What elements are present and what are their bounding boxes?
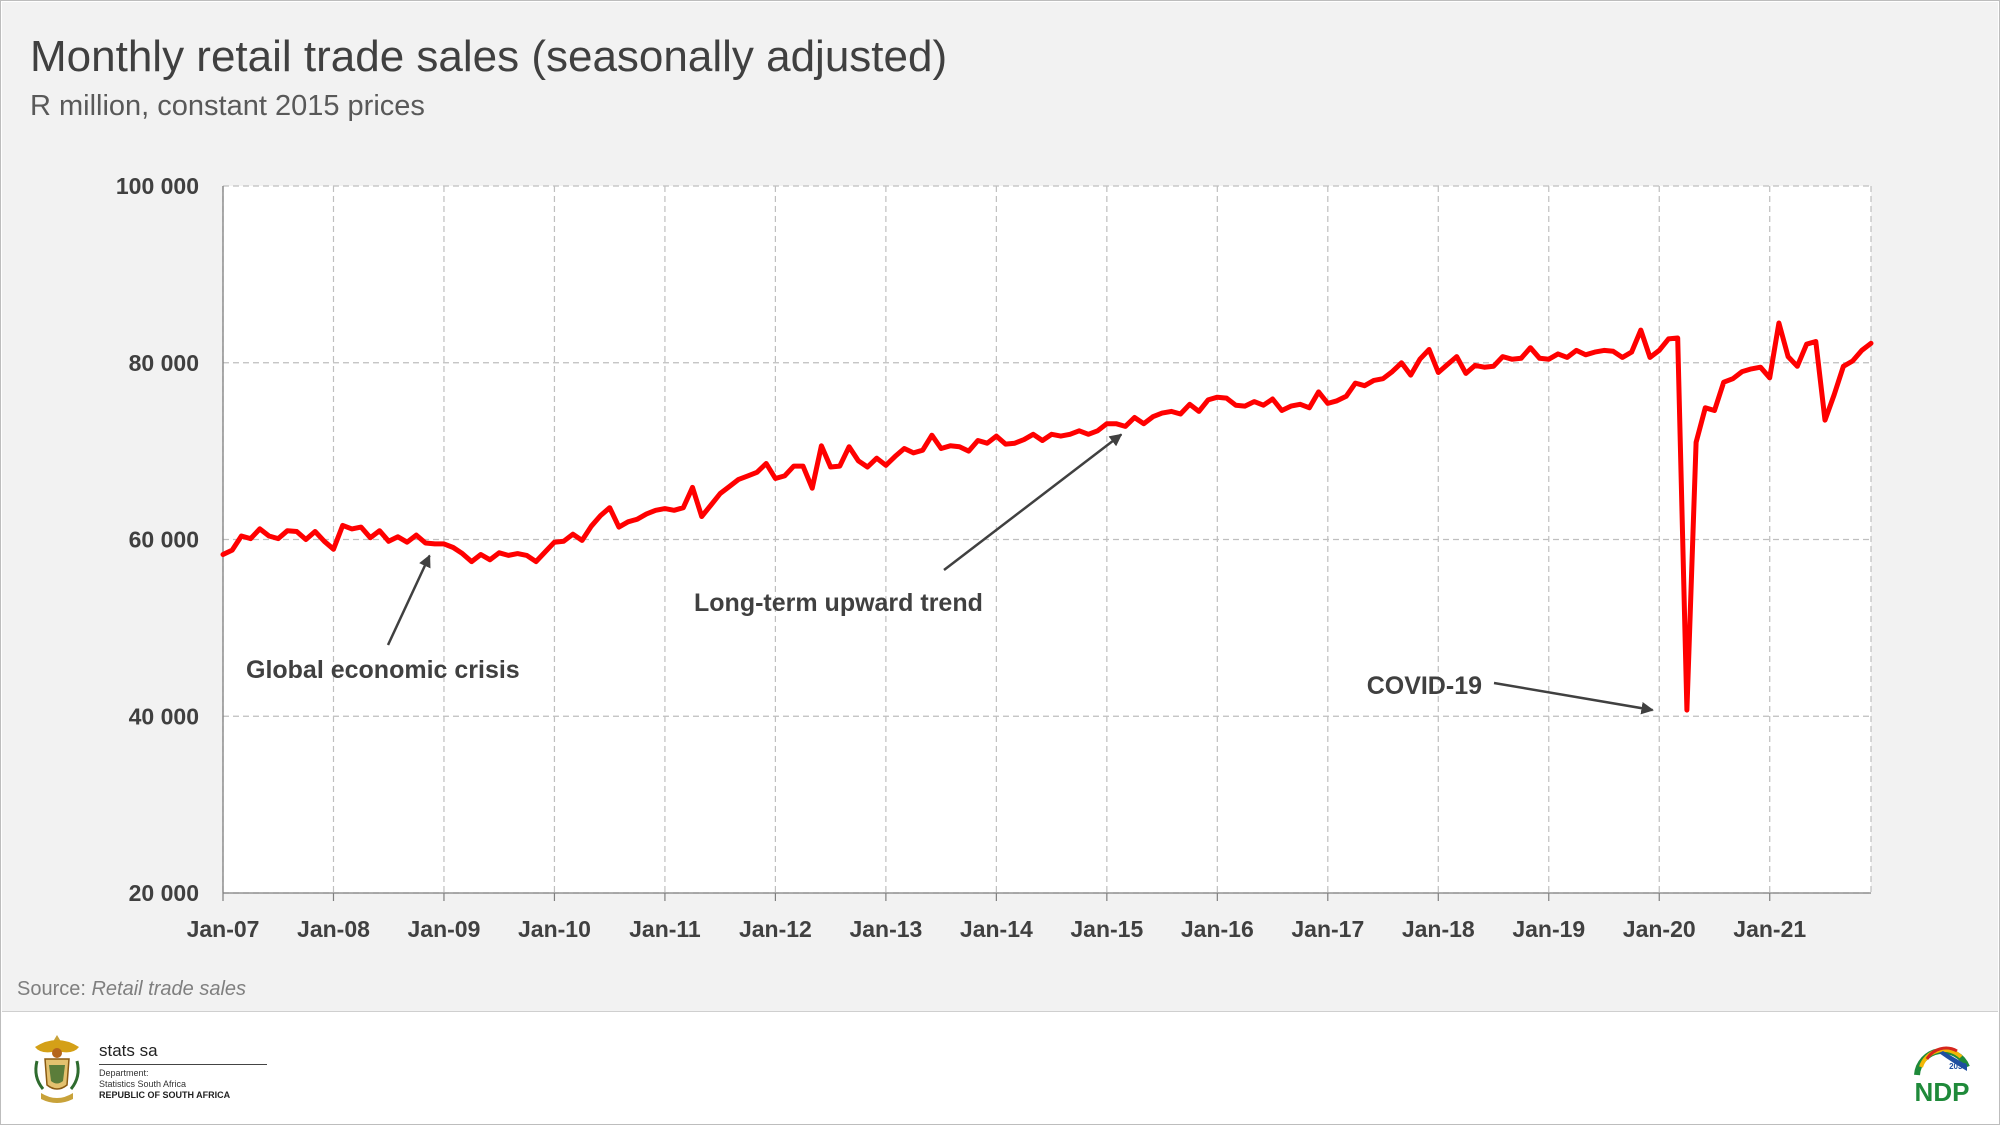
x-tick-label: Jan-20 bbox=[1623, 916, 1696, 942]
footer-divider bbox=[2, 1011, 1998, 1012]
x-tick-label: Jan-15 bbox=[1070, 916, 1143, 942]
annotation-arrow bbox=[1493, 681, 1654, 715]
department-line-1: Department: bbox=[99, 1068, 149, 1078]
x-tick-label: Jan-14 bbox=[960, 916, 1033, 942]
x-tick-label: Jan-09 bbox=[408, 916, 481, 942]
gridlines bbox=[222, 185, 1872, 901]
country-text: REPUBLIC OF SOUTH AFRICA bbox=[99, 1090, 231, 1100]
annotation-arrow bbox=[386, 554, 431, 646]
x-tick-label: Jan-08 bbox=[297, 916, 370, 942]
department-line-2: Statistics South Africa bbox=[99, 1079, 187, 1089]
y-tick-label: 80 000 bbox=[129, 350, 199, 376]
x-tick-label: Jan-19 bbox=[1512, 916, 1585, 942]
brand-rule bbox=[99, 1064, 267, 1065]
chart-subtitle: R million, constant 2015 prices bbox=[30, 90, 425, 122]
ndp-2030-logo[interactable]: 2030 NDP bbox=[1909, 1045, 1975, 1107]
stats-sa-logo[interactable]: stats sa Department: Statistics South Afr… bbox=[27, 1031, 267, 1111]
x-tick-label: Jan-07 bbox=[187, 916, 260, 942]
x-tick-label: Jan-12 bbox=[739, 916, 812, 942]
x-tick-label: Jan-17 bbox=[1291, 916, 1364, 942]
annotation-label: COVID-19 bbox=[1367, 672, 1482, 700]
annotation-arrow bbox=[943, 433, 1123, 571]
ndp-year: 2030 bbox=[1949, 1062, 1967, 1071]
coat-of-arms-icon bbox=[34, 1035, 80, 1103]
x-tick-label: Jan-21 bbox=[1733, 916, 1806, 942]
y-tick-label: 100 000 bbox=[116, 173, 199, 199]
annotations: Global economic crisis Long-term upward t… bbox=[246, 433, 1654, 715]
x-tick-label: Jan-18 bbox=[1402, 916, 1475, 942]
x-tick-label: Jan-11 bbox=[629, 916, 701, 942]
chart-title: Monthly retail trade sales (seasonally a… bbox=[30, 32, 948, 81]
retail-sales-line-chart: 20 000 40 000 60 000 80 000 100 000 Jan-07 Jan… bbox=[116, 173, 1874, 942]
department-text: Department: Statistics South Africa bbox=[99, 1068, 186, 1090]
annotation-label: Long-term upward trend bbox=[694, 589, 983, 617]
stats-sa-brand: stats sa bbox=[99, 1041, 158, 1060]
y-tick-label: 40 000 bbox=[129, 703, 199, 729]
ndp-text: NDP bbox=[1915, 1077, 1970, 1107]
x-tick-label: Jan-10 bbox=[518, 916, 591, 942]
annotation-label: Global economic crisis bbox=[246, 656, 520, 684]
chart-panel: Monthly retail trade sales (seasonally a… bbox=[2, 2, 1998, 1011]
series-layer bbox=[220, 320, 1874, 713]
source-prefix: Source: bbox=[17, 978, 92, 1000]
source-note: Source: Retail trade sales bbox=[17, 978, 246, 1001]
x-tick-label: Jan-16 bbox=[1181, 916, 1254, 942]
y-tick-label: 60 000 bbox=[129, 527, 199, 553]
source-name: Retail trade sales bbox=[91, 978, 247, 1000]
tick-labels: 20 000 40 000 60 000 80 000 100 000 Jan-07 Jan… bbox=[116, 173, 1807, 942]
x-tick-label: Jan-13 bbox=[849, 916, 922, 942]
y-tick-label: 20 000 bbox=[129, 880, 199, 906]
retail-sales-series-line bbox=[220, 320, 1874, 713]
